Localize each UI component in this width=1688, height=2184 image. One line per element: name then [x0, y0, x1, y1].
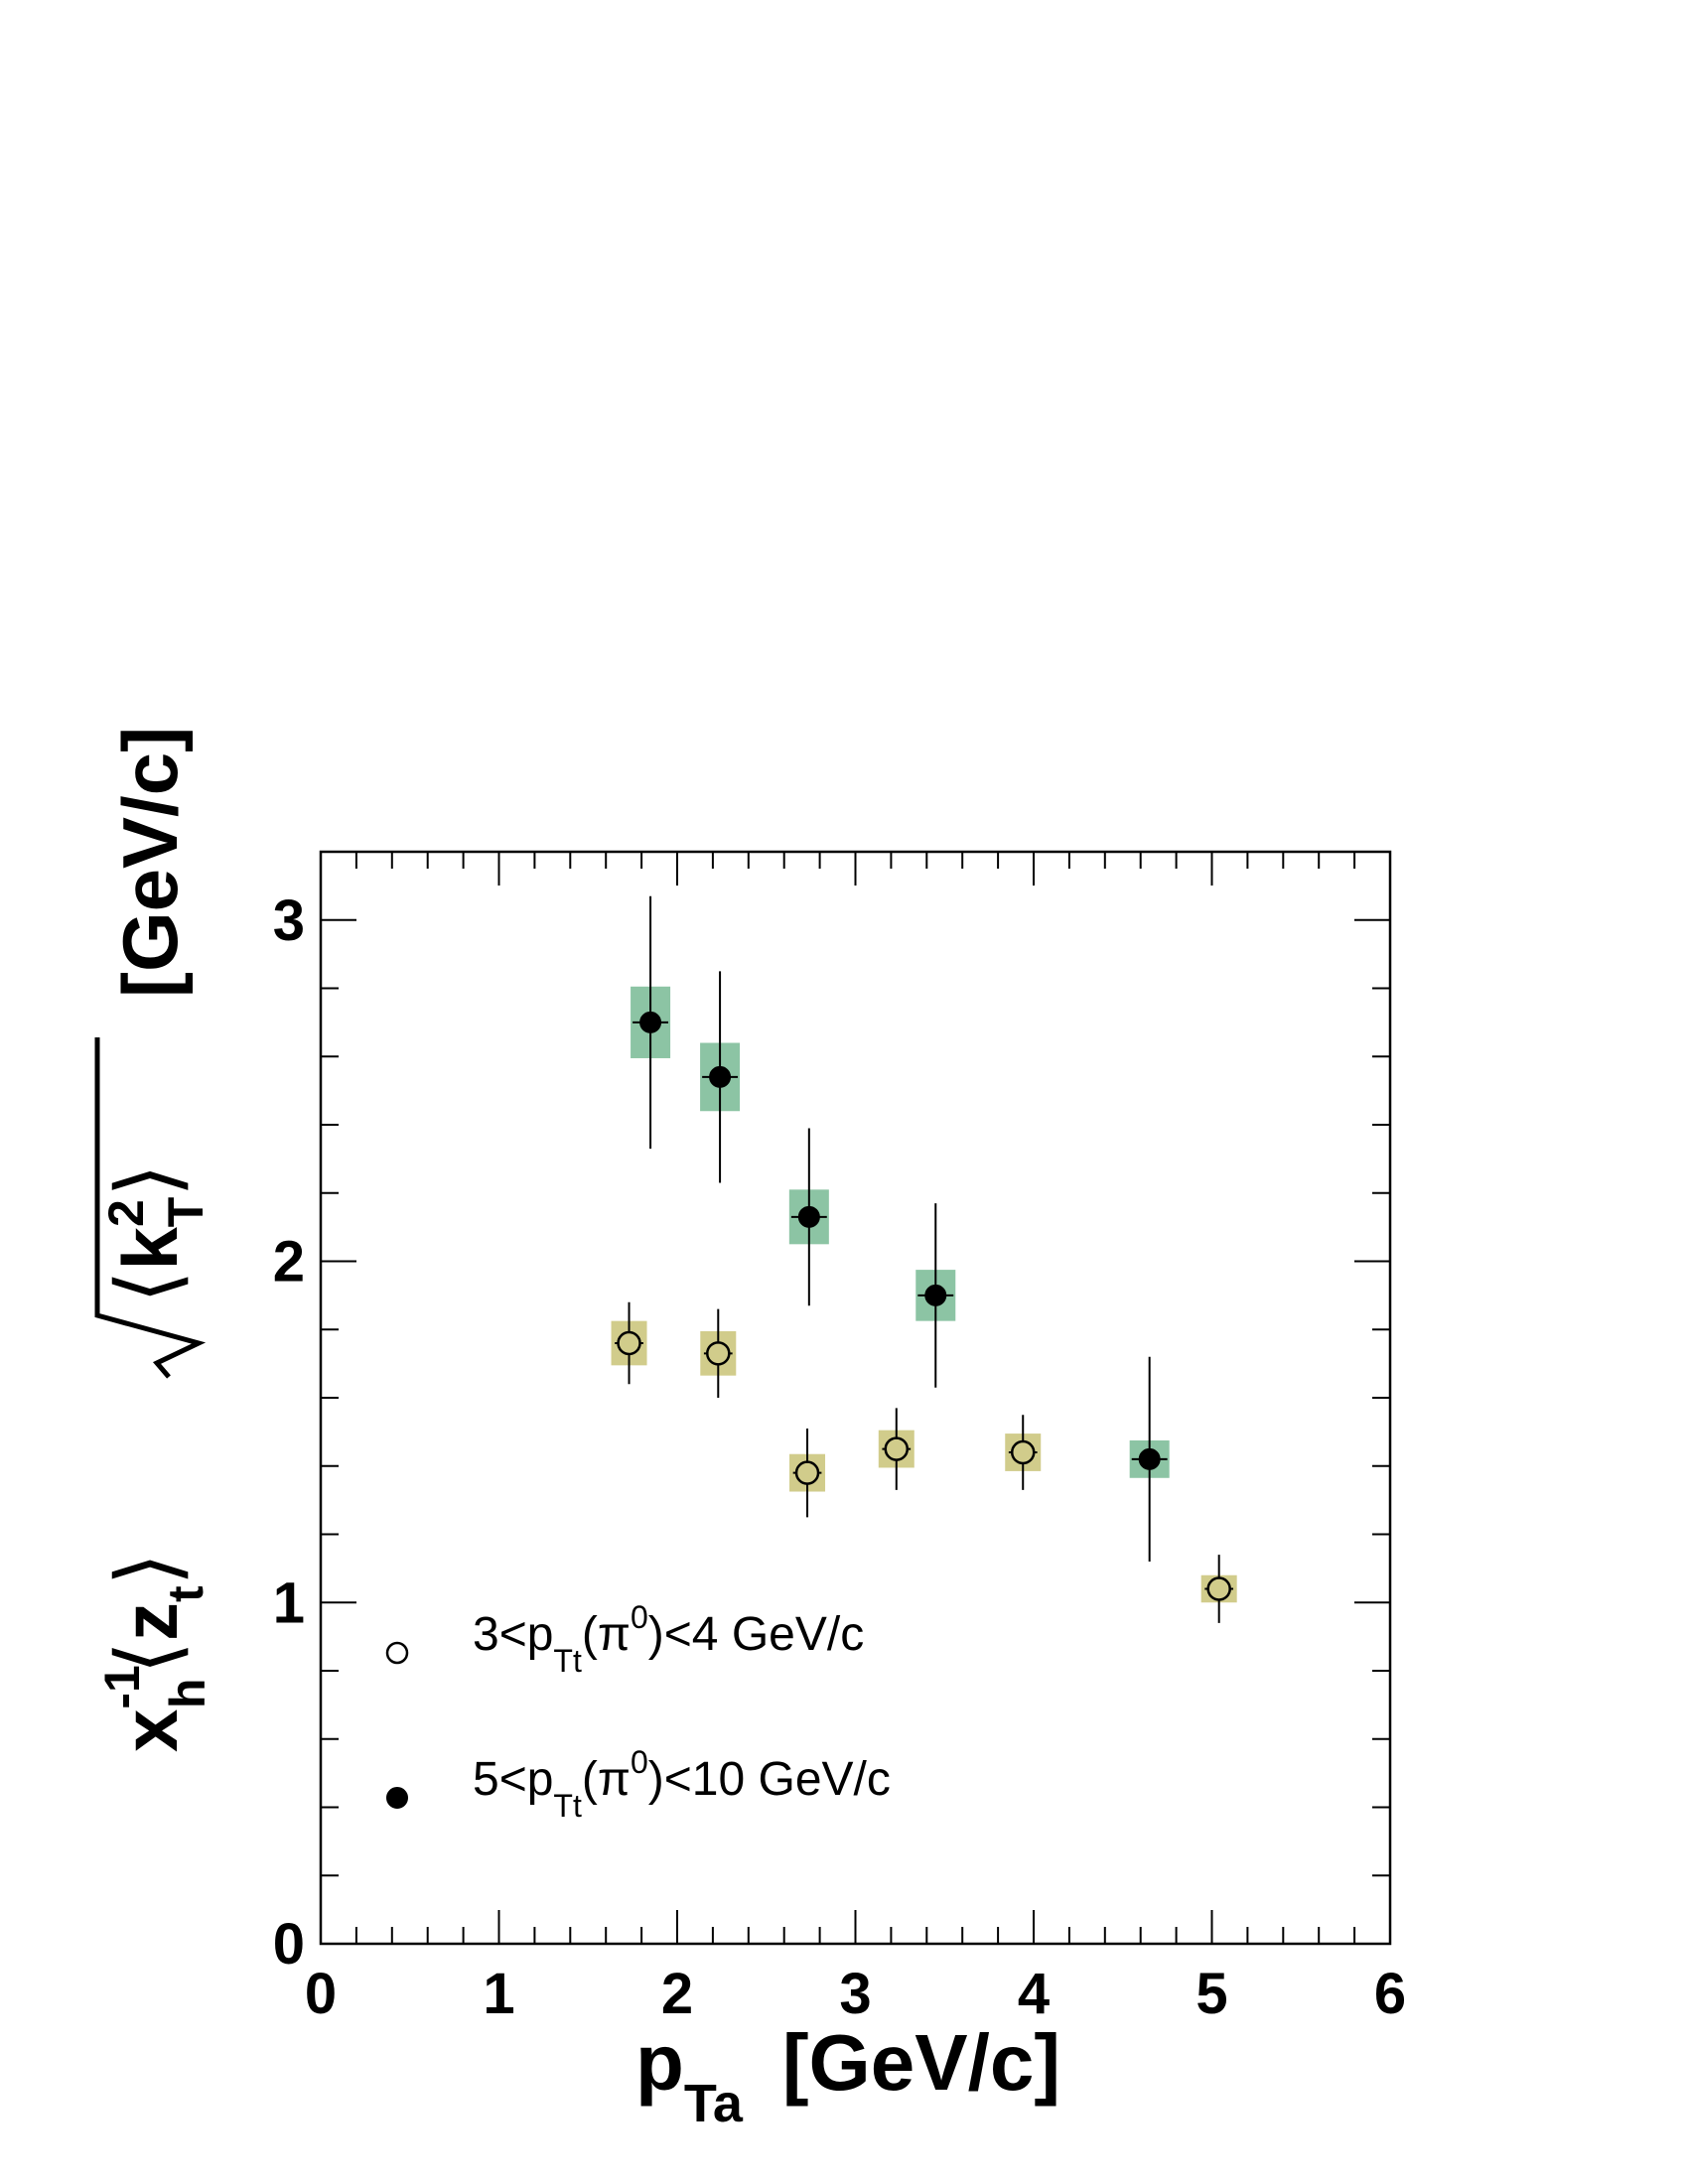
open-circle-point	[1010, 1439, 1036, 1465]
y-label-k-sub: T	[158, 1197, 213, 1228]
y-tick-label: 0	[273, 1912, 305, 1977]
y-axis-label: x-1 h⟨zt⟩ ⟨k2T⟩ [GeV/c]	[94, 727, 215, 1752]
filled-circle-point	[797, 1205, 820, 1228]
y-label-k: k	[106, 1226, 194, 1270]
sqrt-symbol	[94, 1037, 207, 1379]
x-tick-label: 3	[839, 1962, 871, 2026]
tick-labels: 0 1 2 3 4 5 6 0 1 2 3	[273, 888, 1406, 2026]
legend-marker-filled	[386, 1787, 408, 1809]
x-tick-label: 1	[483, 1962, 514, 2026]
legend: 3<pTt(π0)<4 GeV/c 5<pTt(π0)<10 GeV/c	[385, 1599, 891, 1824]
y-label-z: z	[106, 1602, 194, 1641]
y-label-x-sub: h	[160, 1679, 215, 1709]
filled-circle-point	[709, 1065, 732, 1088]
y-tick-label: 1	[273, 1570, 305, 1635]
legend-entry-open: 3<pTt(π0)<4 GeV/c	[473, 1599, 864, 1679]
x-tick-label: 4	[1018, 1962, 1050, 2026]
x-tick-label: 6	[1374, 1962, 1406, 2026]
filled-circle-point	[924, 1284, 947, 1306]
legend-marker-open	[385, 1641, 409, 1665]
svg-text:⟨k2T⟩: ⟨k2T⟩	[98, 1163, 213, 1303]
y-label-unit: [GeV/c]	[106, 727, 194, 998]
open-circle-point	[706, 1341, 731, 1366]
data-points	[615, 895, 1234, 1623]
legend-entry-filled: 5<pTt(π0)<10 GeV/c	[473, 1744, 891, 1824]
y-label-x-sup: -1	[94, 1665, 150, 1708]
open-circle-point	[1206, 1576, 1231, 1601]
plot-frame	[319, 850, 1392, 1946]
y-label-z-sub: t	[158, 1585, 213, 1602]
x-axis-label: pTa [GeV/c]	[635, 2018, 1060, 2133]
x-tick-label: 5	[1196, 1962, 1227, 2026]
x-tick-label: 0	[305, 1962, 337, 2026]
open-circle-point	[617, 1330, 641, 1356]
filled-circle-point	[1138, 1447, 1161, 1470]
filled-circle-point	[639, 1011, 662, 1033]
y-label-k-sup: 2	[98, 1199, 154, 1227]
open-circle-point	[884, 1436, 910, 1461]
open-circle-point	[794, 1460, 820, 1485]
y-tick-label: 3	[273, 888, 305, 953]
y-label-x: x	[106, 1709, 194, 1752]
svg-text:x-1h⟨zt⟩: x-1 h⟨zt⟩	[94, 1553, 215, 1752]
x-tick-label: 2	[661, 1962, 693, 2026]
y-tick-label: 2	[273, 1230, 305, 1295]
